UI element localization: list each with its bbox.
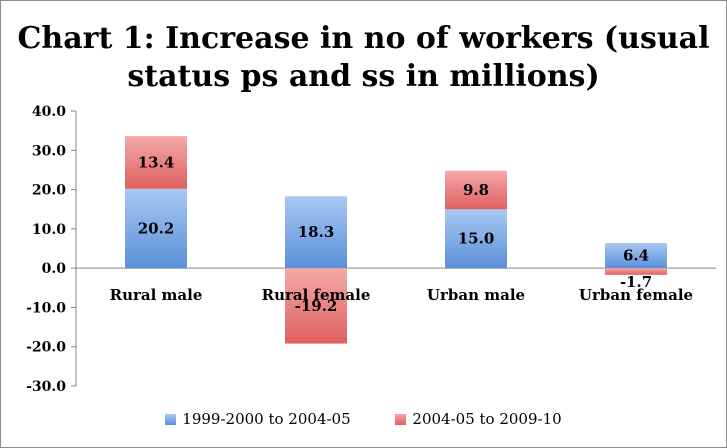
- y-tick-label: 20.0: [32, 183, 66, 199]
- chart-title-line-1: Chart 1: Increase in no of workers (usua…: [17, 21, 710, 56]
- y-tick-label: 0.0: [42, 261, 67, 277]
- bar-series-1: [445, 209, 507, 269]
- y-tick-label: 10.0: [32, 222, 66, 238]
- y-tick-label: 40.0: [32, 104, 66, 120]
- chart-legend: 1999-2000 to 2004-05 2004-05 to 2009-10: [0, 410, 727, 428]
- bar-series-2: [605, 268, 667, 275]
- data-label-series-1: 15.0: [458, 230, 495, 248]
- bar-series-1: [125, 188, 187, 269]
- bar-series-1: [605, 243, 667, 269]
- bar-series-2: [285, 268, 347, 344]
- y-tick-label: -30.0: [26, 379, 66, 395]
- data-label-series-2: -1.7: [620, 273, 652, 291]
- x-category-label: Urban male: [427, 286, 525, 304]
- legend-swatch-series-2: [395, 414, 407, 425]
- x-category-label: Urban female: [579, 286, 693, 304]
- data-label-series-1: 18.3: [298, 223, 335, 241]
- bar-series-2: [125, 136, 187, 189]
- legend-label-series-1: 1999-2000 to 2004-05: [182, 410, 351, 428]
- data-label-series-1: 6.4: [623, 247, 649, 265]
- legend-swatch-series-1: [165, 414, 177, 425]
- data-label-series-1: 20.2: [138, 219, 175, 237]
- chart-title-line-2: status ps and ss in millions): [127, 59, 600, 94]
- x-category-label: Rural female: [262, 286, 371, 304]
- bar-series-1: [285, 196, 347, 269]
- legend-item-series-1: 1999-2000 to 2004-05: [165, 410, 351, 428]
- bar-series-2: [445, 170, 507, 210]
- data-label-series-2: -19.2: [295, 297, 338, 315]
- y-tick-label: 30.0: [32, 143, 66, 159]
- y-tick-label: -20.0: [26, 340, 66, 356]
- data-label-series-2: 13.4: [138, 153, 175, 171]
- legend-label-series-2: 2004-05 to 2009-10: [412, 410, 562, 428]
- chart-title: Chart 1: Increase in no of workers (usua…: [0, 20, 727, 96]
- x-category-label: Rural male: [110, 286, 203, 304]
- legend-item-series-2: 2004-05 to 2009-10: [395, 410, 562, 428]
- data-label-series-2: 9.8: [463, 181, 489, 199]
- y-tick-label: -10.0: [26, 300, 66, 316]
